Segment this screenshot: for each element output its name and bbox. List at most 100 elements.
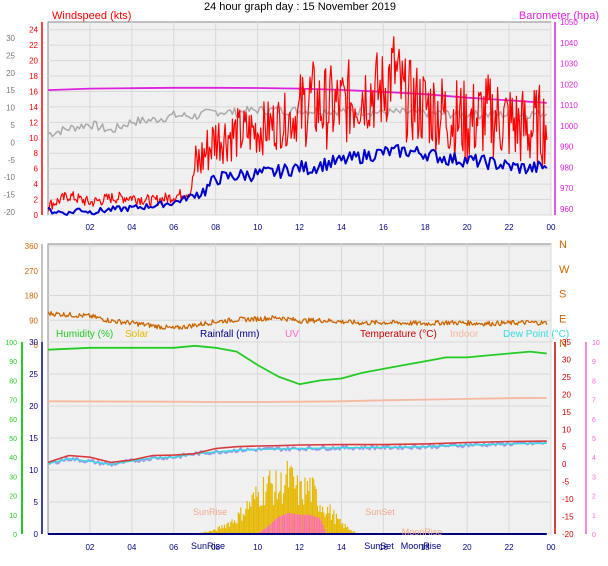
uv-tick-label: 1 <box>592 513 596 520</box>
windspeed-tick-label: 8 <box>34 149 39 158</box>
sunrise-label-bottom: SunRise <box>191 541 225 551</box>
sunset-label-bottom: SunSet <box>364 541 394 551</box>
barometer-tick-label: 1010 <box>560 101 578 110</box>
humidity-tick-label: 0 <box>13 532 17 539</box>
outer-scale-tick-label: 15 <box>6 86 15 95</box>
windspeed-tick-label: 18 <box>29 72 38 81</box>
rainfall-tick-label: 5 <box>34 498 39 507</box>
time-tick-label: 00 <box>547 543 556 552</box>
compass-tick-label: N <box>559 239 567 251</box>
humidity-tick-label: 80 <box>9 378 17 385</box>
uv-tick-label: 8 <box>592 378 596 385</box>
barometer-tick-label: 1020 <box>560 80 578 89</box>
sunrise-label-top: SunRise <box>193 507 227 517</box>
windspeed-tick-label: 10 <box>29 134 38 143</box>
windspeed-tick-label: 16 <box>29 87 38 96</box>
legend-entry: Indoor <box>450 329 479 340</box>
time-tick-label: 08 <box>211 223 220 232</box>
uv-tick-label: 7 <box>592 398 596 405</box>
outer-scale-tick-label: 30 <box>6 34 15 43</box>
outer-scale-tick-label: -15 <box>3 191 15 200</box>
moonrise-label-bottom: MoonRise <box>401 541 442 551</box>
time-tick-label: 06 <box>169 543 178 552</box>
compass-tick-label: W <box>559 264 570 276</box>
outer-scale-tick-label: 25 <box>6 51 15 60</box>
wind-panel-ticks: 242220181614121086420302520151050-5-10-1… <box>3 18 578 220</box>
direction-panel-series <box>47 310 548 330</box>
outer-scale-tick-label: 0 <box>11 138 16 147</box>
time-tick-label: 10 <box>253 543 262 552</box>
windspeed-tick-label: 4 <box>34 180 39 189</box>
time-tick-label: 14 <box>337 543 346 552</box>
legend-entry: Solar <box>125 329 149 340</box>
windspeed-tick-label: 20 <box>29 57 38 66</box>
humidity-tick-label: 20 <box>9 494 17 501</box>
time-tick-label: 14 <box>337 223 346 232</box>
temperature-tick-label: 5 <box>562 443 567 452</box>
dir-line <box>47 310 548 330</box>
time-tick-label: 04 <box>127 223 136 232</box>
uv-tick-label: 6 <box>592 417 596 424</box>
outer-scale-tick-label: 20 <box>6 69 15 78</box>
rainfall-tick-label: 20 <box>29 402 38 411</box>
time-tick-label: 04 <box>127 543 136 552</box>
compass-tick-label: N <box>559 338 567 350</box>
time-tick-label: 08 <box>211 543 220 552</box>
compass-tick-label: S <box>559 289 566 301</box>
humidity-line <box>47 344 547 386</box>
time-tick-label: 20 <box>463 543 472 552</box>
time-tick-label: 12 <box>295 223 304 232</box>
temperature-tick-label: 35 <box>562 338 571 347</box>
humidity-tick-label: 70 <box>9 398 17 405</box>
temp-line <box>47 440 547 464</box>
time-tick-label: 22 <box>505 223 514 232</box>
time-tick-label: 10 <box>253 223 262 232</box>
uv-tick-label: 0 <box>592 532 596 539</box>
humidity-tick-label: 100 <box>5 340 17 347</box>
direction-tick-label: 90 <box>29 316 38 325</box>
humidity-tick-label: 30 <box>9 474 17 481</box>
barometer-tick-label: 1000 <box>560 122 578 131</box>
multi-panel-legend: Humidity (%) Solar Rainfall (mm) UV Temperat… <box>56 329 569 340</box>
temperature-tick-label: -5 <box>562 478 570 487</box>
windspeed-tick-label: 6 <box>34 165 39 174</box>
time-tick-label: 18 <box>421 543 430 552</box>
uv-tick-label: 5 <box>592 436 596 443</box>
temperature-tick-label: 25 <box>562 373 571 382</box>
time-tick-label: 12 <box>295 543 304 552</box>
legend-entry: Temperature (°C) <box>360 329 437 340</box>
moonrise-label-top: MoonRise <box>402 527 443 537</box>
humidity-tick-label: 10 <box>9 513 17 520</box>
direction-tick-label: 360 <box>25 242 39 251</box>
time-tick-label: 20 <box>463 223 472 232</box>
barometer-tick-label: 960 <box>560 205 574 214</box>
gust_blue-line <box>47 144 548 216</box>
time-tick-label: 00 <box>547 223 556 232</box>
time-tick-label: 22 <box>505 543 514 552</box>
uv-tick-label: 2 <box>592 494 596 501</box>
wind-panel-time-axis: 02 04 06 08 10 12 14 16 18 20 22 00 <box>85 223 556 232</box>
multi-panel-time-axis: 02 04 06 08 10 12 14 16 18 20 22 00 <box>85 543 556 552</box>
temperature-tick-label: -10 <box>562 495 574 504</box>
humidity-tick-label: 40 <box>9 455 17 462</box>
uv-tick-label: 9 <box>592 359 596 366</box>
windspeed-tick-label: 24 <box>29 26 38 35</box>
dew-line <box>47 442 547 466</box>
compass-tick-label: E <box>559 313 566 325</box>
time-tick-label: 06 <box>169 223 178 232</box>
barometer-tick-label: 1040 <box>560 39 578 48</box>
barometer-tick-label: 980 <box>560 163 574 172</box>
legend-entry: Humidity (%) <box>56 329 113 340</box>
temperature-tick-label: 20 <box>562 390 571 399</box>
windspeed-tick-label: 12 <box>29 118 38 127</box>
sunset-label-top: SunSet <box>365 507 395 517</box>
rainfall-tick-label: 15 <box>29 434 38 443</box>
humidity-tick-label: 60 <box>9 417 17 424</box>
temperature-tick-label: 30 <box>562 355 571 364</box>
outer-scale-tick-label: 10 <box>6 104 15 113</box>
temperature-tick-label: 10 <box>562 425 571 434</box>
barometer-tick-label: 970 <box>560 184 574 193</box>
temperature-tick-label: 15 <box>562 408 571 417</box>
